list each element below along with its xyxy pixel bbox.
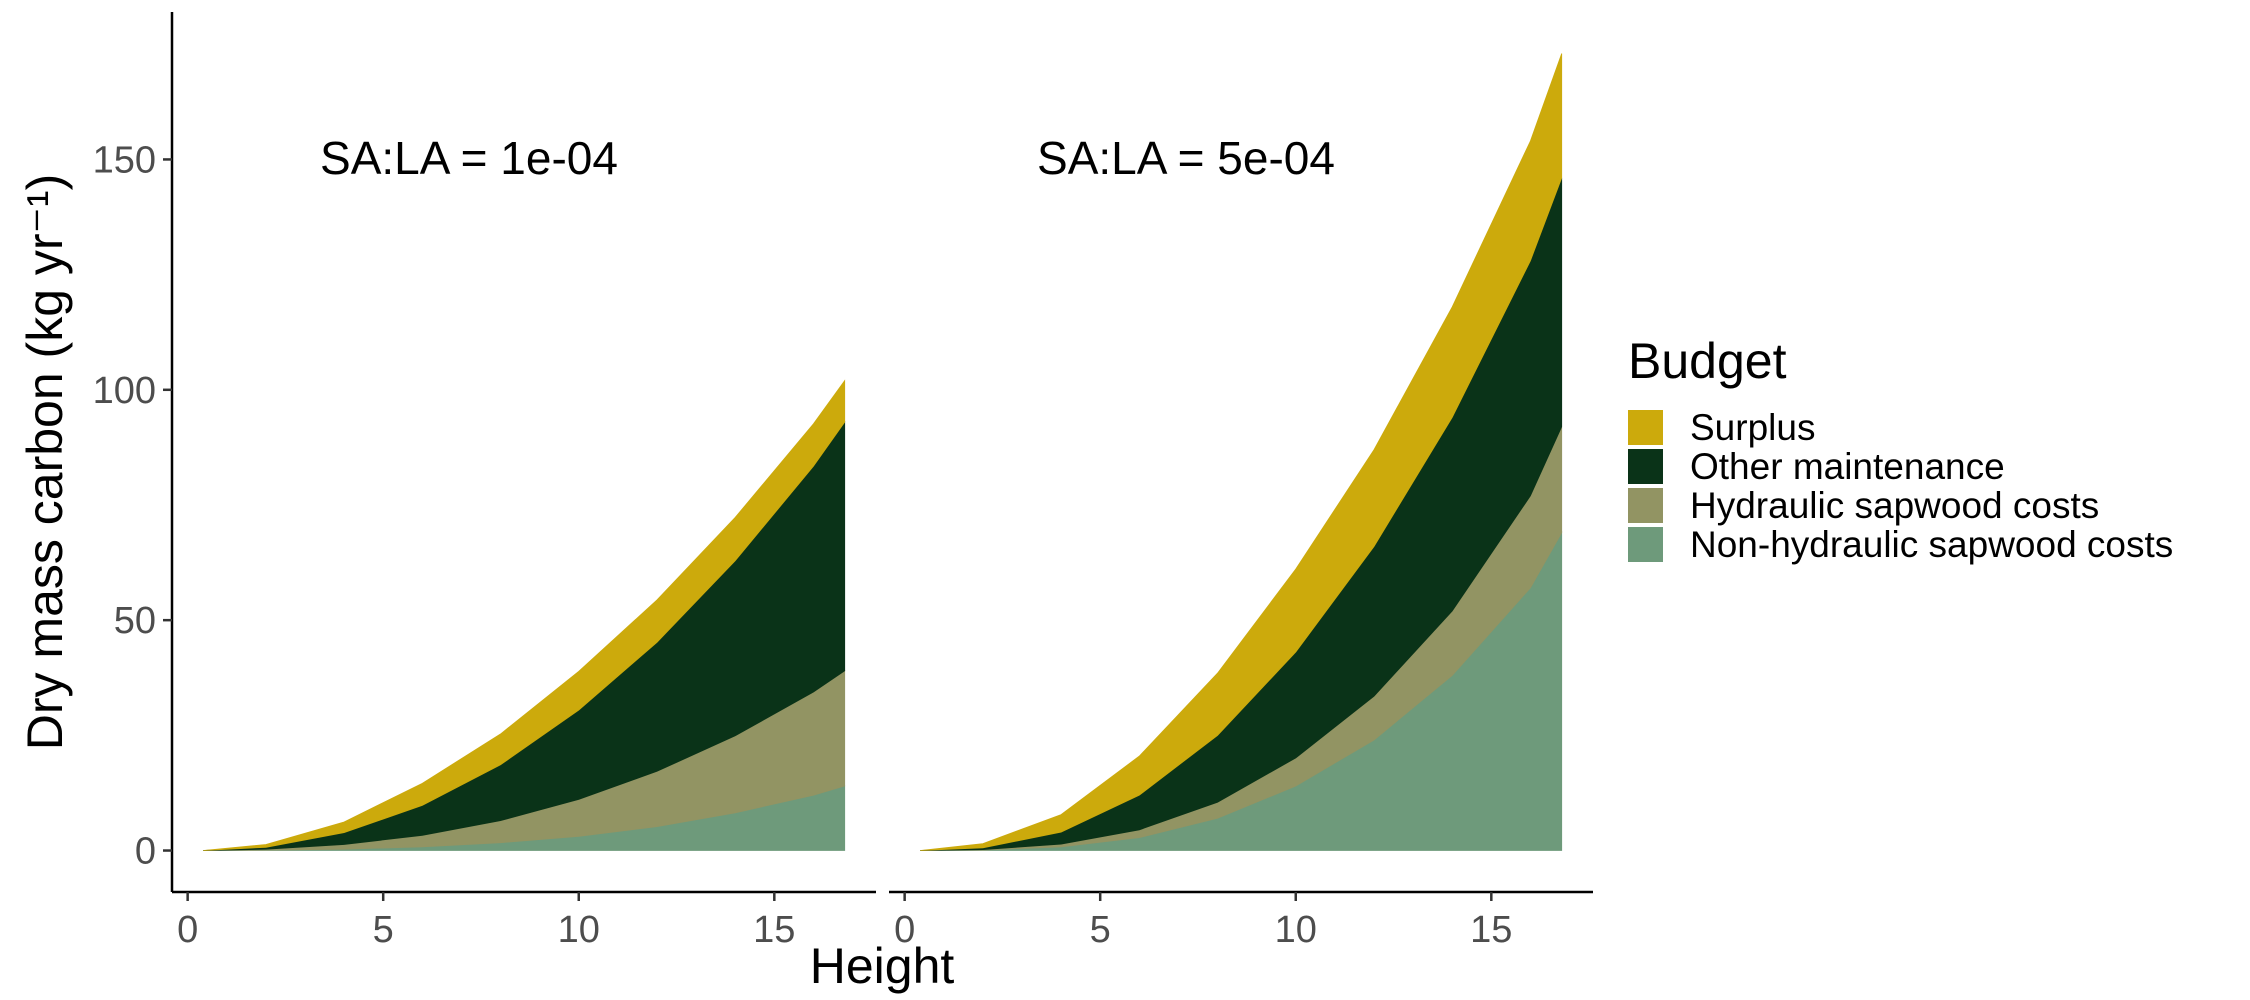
legend-label: Non-hydraulic sapwood costs bbox=[1690, 524, 2173, 565]
panel-1: SA:LA = 1e-04 bbox=[203, 132, 846, 851]
x-tick-label: 5 bbox=[373, 909, 394, 951]
legend-item-non-hydraulic-sapwood-costs: Non-hydraulic sapwood costs bbox=[1628, 524, 2173, 565]
y-tick-label: 0 bbox=[135, 831, 156, 873]
x-tick-label: 10 bbox=[1275, 909, 1317, 951]
panel-2: SA:LA = 5e-04 bbox=[920, 53, 1563, 851]
legend-swatch bbox=[1628, 410, 1663, 445]
legend-label: Surplus bbox=[1690, 407, 1815, 448]
y-tick-label: 100 bbox=[93, 370, 156, 412]
legend-swatch bbox=[1628, 449, 1663, 484]
legend-label: Hydraulic sapwood costs bbox=[1690, 485, 2099, 526]
legend-item-hydraulic-sapwood-costs: Hydraulic sapwood costs bbox=[1628, 485, 2099, 526]
y-axis-title: Dry mass carbon (kg yr⁻¹) bbox=[17, 174, 73, 750]
panels-layer: SA:LA = 1e-04 SA:LA = 5e-04 bbox=[203, 53, 1563, 851]
panel-label: SA:LA = 1e-04 bbox=[320, 132, 618, 184]
legend-swatch bbox=[1628, 488, 1663, 523]
x-tick-label: 10 bbox=[558, 909, 600, 951]
legend-item-other-maintenance: Other maintenance bbox=[1628, 446, 2005, 487]
x-tick-label: 5 bbox=[1090, 909, 1111, 951]
panel-label: SA:LA = 5e-04 bbox=[1037, 132, 1335, 184]
legend-item-surplus: Surplus bbox=[1628, 407, 1815, 448]
area-surplus bbox=[203, 379, 846, 851]
legend-title: Budget bbox=[1628, 333, 1787, 389]
area-surplus bbox=[920, 53, 1563, 851]
x-tick-label: 15 bbox=[753, 909, 795, 951]
x-axis-title: Height bbox=[810, 938, 955, 994]
x-tick-label: 0 bbox=[894, 909, 915, 951]
y-tick-label: 50 bbox=[114, 600, 156, 642]
x-tick-label: 15 bbox=[1470, 909, 1512, 951]
x-tick-label: 0 bbox=[177, 909, 198, 951]
y-tick-label: 150 bbox=[93, 139, 156, 181]
legend-swatch bbox=[1628, 527, 1663, 562]
legend-label: Other maintenance bbox=[1690, 446, 2005, 487]
